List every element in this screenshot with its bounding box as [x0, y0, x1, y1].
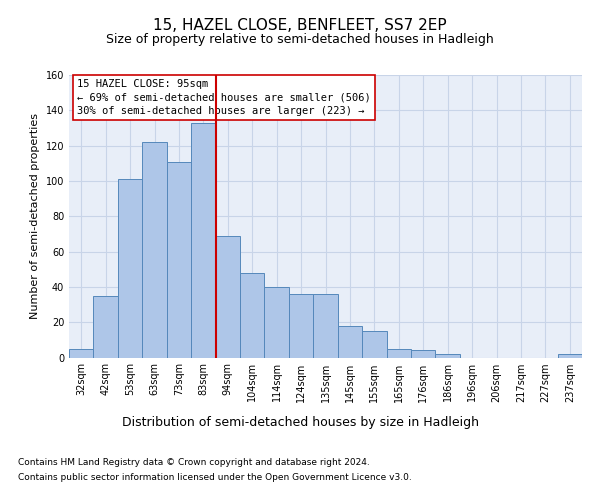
Bar [215, 236, 240, 358]
Text: 15 HAZEL CLOSE: 95sqm
← 69% of semi-detached houses are smaller (506)
30% of sem: 15 HAZEL CLOSE: 95sqm ← 69% of semi-deta… [77, 79, 370, 116]
Text: Contains HM Land Registry data © Crown copyright and database right 2024.: Contains HM Land Registry data © Crown c… [18, 458, 370, 467]
Y-axis label: Number of semi-detached properties: Number of semi-detached properties [30, 114, 40, 320]
Text: Contains public sector information licensed under the Open Government Licence v3: Contains public sector information licen… [18, 473, 412, 482]
Bar [386, 348, 411, 358]
Bar [411, 350, 436, 358]
Bar [191, 122, 215, 358]
Bar [289, 294, 313, 358]
Bar [338, 326, 362, 358]
Bar [167, 162, 191, 358]
Bar [265, 287, 289, 358]
Bar [240, 273, 265, 357]
Text: 15, HAZEL CLOSE, BENFLEET, SS7 2EP: 15, HAZEL CLOSE, BENFLEET, SS7 2EP [153, 18, 447, 32]
Bar [557, 354, 582, 358]
Bar [118, 179, 142, 358]
Bar [313, 294, 338, 358]
Text: Distribution of semi-detached houses by size in Hadleigh: Distribution of semi-detached houses by … [121, 416, 479, 429]
Text: Size of property relative to semi-detached houses in Hadleigh: Size of property relative to semi-detach… [106, 32, 494, 46]
Bar [69, 348, 94, 358]
Bar [362, 331, 386, 357]
Bar [142, 142, 167, 358]
Bar [436, 354, 460, 358]
Bar [94, 296, 118, 358]
